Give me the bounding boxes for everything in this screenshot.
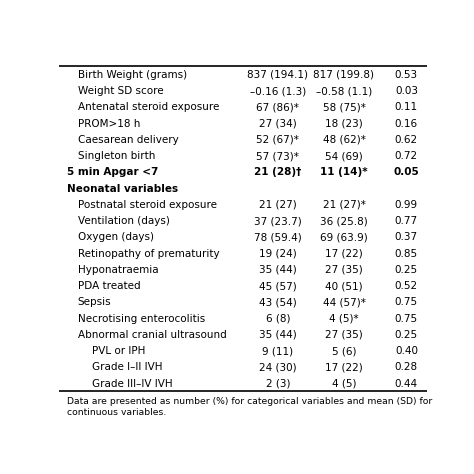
Text: 57 (73)*: 57 (73)* <box>256 151 299 161</box>
Text: 21 (27): 21 (27) <box>259 200 297 210</box>
Text: 17 (22): 17 (22) <box>325 248 363 259</box>
Text: 0.11: 0.11 <box>395 102 418 112</box>
Text: 4 (5): 4 (5) <box>332 379 356 389</box>
Text: 52 (67)*: 52 (67)* <box>256 135 299 145</box>
Text: 18 (23): 18 (23) <box>325 118 363 128</box>
Text: 40 (51): 40 (51) <box>325 281 363 291</box>
Text: 0.99: 0.99 <box>395 200 418 210</box>
Text: –0.58 (1.1): –0.58 (1.1) <box>316 86 372 96</box>
Text: 21 (27)*: 21 (27)* <box>322 200 365 210</box>
Text: Antenatal steroid exposure: Antenatal steroid exposure <box>78 102 219 112</box>
Text: 27 (35): 27 (35) <box>325 265 363 275</box>
Text: Weight SD score: Weight SD score <box>78 86 163 96</box>
Text: 0.28: 0.28 <box>395 362 418 372</box>
Text: 44 (57)*: 44 (57)* <box>322 297 365 307</box>
Text: 0.77: 0.77 <box>395 216 418 226</box>
Text: 5 min Apgar <7: 5 min Apgar <7 <box>66 167 158 177</box>
Text: 35 (44): 35 (44) <box>259 330 297 340</box>
Text: Oxygen (days): Oxygen (days) <box>78 232 154 242</box>
Text: PVL or IPH: PVL or IPH <box>92 346 146 356</box>
Text: 78 (59.4): 78 (59.4) <box>254 232 301 242</box>
Text: 0.40: 0.40 <box>395 346 418 356</box>
Text: –0.16 (1.3): –0.16 (1.3) <box>250 86 306 96</box>
Text: 0.62: 0.62 <box>395 135 418 145</box>
Text: 9 (11): 9 (11) <box>262 346 293 356</box>
Text: Grade I–II IVH: Grade I–II IVH <box>92 362 163 372</box>
Text: 0.25: 0.25 <box>395 330 418 340</box>
Text: 0.75: 0.75 <box>395 314 418 324</box>
Text: 17 (22): 17 (22) <box>325 362 363 372</box>
Text: 0.16: 0.16 <box>395 118 418 128</box>
Text: 35 (44): 35 (44) <box>259 265 297 275</box>
Text: 0.44: 0.44 <box>395 379 418 389</box>
Text: 0.53: 0.53 <box>395 70 418 80</box>
Text: Sepsis: Sepsis <box>78 297 111 307</box>
Text: 19 (24): 19 (24) <box>259 248 297 259</box>
Text: Abnormal cranial ultrasound: Abnormal cranial ultrasound <box>78 330 227 340</box>
Text: 58 (75)*: 58 (75)* <box>322 102 365 112</box>
Text: Necrotising enterocolitis: Necrotising enterocolitis <box>78 314 205 324</box>
Text: 37 (23.7): 37 (23.7) <box>254 216 301 226</box>
Text: 24 (30): 24 (30) <box>259 362 297 372</box>
Text: 0.05: 0.05 <box>393 167 419 177</box>
Text: continuous variables.: continuous variables. <box>66 408 166 417</box>
Text: 27 (35): 27 (35) <box>325 330 363 340</box>
Text: Grade III–IV IVH: Grade III–IV IVH <box>92 379 173 389</box>
Text: Retinopathy of prematurity: Retinopathy of prematurity <box>78 248 219 259</box>
Text: 11 (14)*: 11 (14)* <box>320 167 368 177</box>
Text: Caesarean delivery: Caesarean delivery <box>78 135 178 145</box>
Text: 0.72: 0.72 <box>395 151 418 161</box>
Text: 0.85: 0.85 <box>395 248 418 259</box>
Text: 0.25: 0.25 <box>395 265 418 275</box>
Text: 4 (5)*: 4 (5)* <box>329 314 359 324</box>
Text: 0.52: 0.52 <box>395 281 418 291</box>
Text: 36 (25.8): 36 (25.8) <box>320 216 368 226</box>
Text: 6 (8): 6 (8) <box>265 314 290 324</box>
Text: 45 (57): 45 (57) <box>259 281 297 291</box>
Text: 69 (63.9): 69 (63.9) <box>320 232 368 242</box>
Text: 0.75: 0.75 <box>395 297 418 307</box>
Text: Neonatal variables: Neonatal variables <box>66 183 178 193</box>
Text: PROM>18 h: PROM>18 h <box>78 118 140 128</box>
Text: Data are presented as number (%) for categorical variables and mean (SD) for: Data are presented as number (%) for cat… <box>66 397 432 406</box>
Text: 0.37: 0.37 <box>395 232 418 242</box>
Text: 5 (6): 5 (6) <box>332 346 356 356</box>
Text: Singleton birth: Singleton birth <box>78 151 155 161</box>
Text: Postnatal steroid exposure: Postnatal steroid exposure <box>78 200 217 210</box>
Text: Ventilation (days): Ventilation (days) <box>78 216 170 226</box>
Text: 43 (54): 43 (54) <box>259 297 297 307</box>
Text: 54 (69): 54 (69) <box>325 151 363 161</box>
Text: 817 (199.8): 817 (199.8) <box>313 70 374 80</box>
Text: Hyponatraemia: Hyponatraemia <box>78 265 158 275</box>
Text: PDA treated: PDA treated <box>78 281 140 291</box>
Text: 48 (62)*: 48 (62)* <box>322 135 365 145</box>
Text: 2 (3): 2 (3) <box>265 379 290 389</box>
Text: 837 (194.1): 837 (194.1) <box>247 70 308 80</box>
Text: 0.03: 0.03 <box>395 86 418 96</box>
Text: 21 (28)†: 21 (28)† <box>254 167 301 177</box>
Text: 27 (34): 27 (34) <box>259 118 297 128</box>
Text: 67 (86)*: 67 (86)* <box>256 102 299 112</box>
Text: Birth Weight (grams): Birth Weight (grams) <box>78 70 187 80</box>
